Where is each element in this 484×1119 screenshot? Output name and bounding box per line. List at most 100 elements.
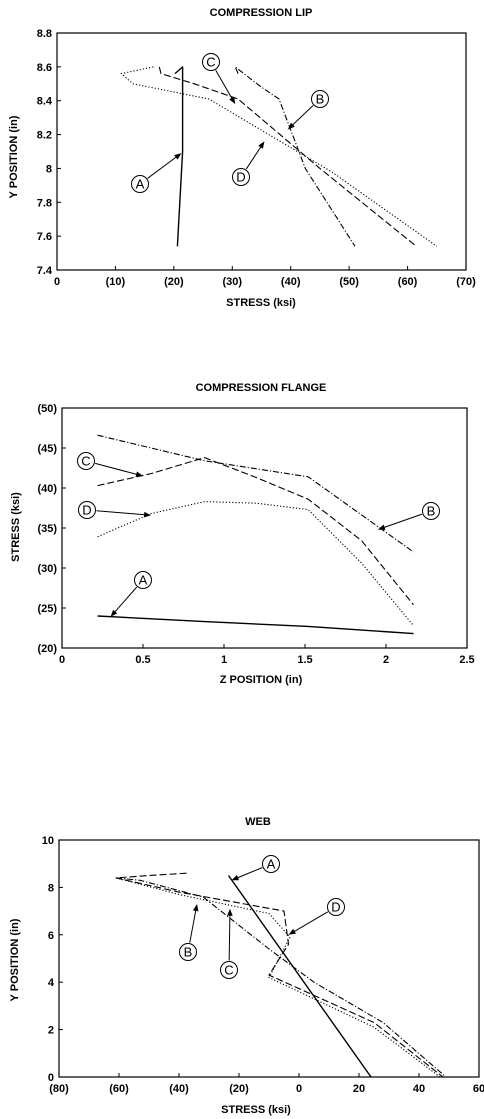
x-tick-label: (20) <box>164 276 184 288</box>
y-tick-label: 4 <box>48 977 55 989</box>
series-line-c <box>97 457 414 606</box>
y-tick-label: 7.4 <box>37 265 53 277</box>
x-tick-label: (30) <box>223 276 243 288</box>
annotation-arrow-head <box>174 153 182 160</box>
series-line-d <box>120 66 438 247</box>
y-tick-label: (45) <box>37 443 57 455</box>
series-line-a <box>97 615 414 635</box>
annotation-label: D <box>236 170 245 185</box>
annotation-label: A <box>136 177 145 192</box>
y-tick-label: 6 <box>48 930 54 942</box>
annotation-arrow-shaft <box>383 513 423 529</box>
annotation-arrow-head <box>258 141 265 149</box>
x-tick-label: (70) <box>456 276 476 288</box>
annotation-label: B <box>316 92 325 107</box>
y-tick-label: (35) <box>37 523 57 535</box>
annotation-label: B <box>184 945 193 960</box>
annotation-circle <box>232 168 250 186</box>
annotation-a: A <box>110 571 152 617</box>
annotation-arrow-head <box>287 122 295 130</box>
annotation-arrow-head <box>229 96 236 105</box>
x-tick-label: (50) <box>339 276 359 288</box>
annotation-b: B <box>287 90 329 130</box>
chart-title: WEB <box>245 816 271 828</box>
annotation-label: A <box>139 573 148 588</box>
chart-compression-flange: COMPRESSION FLANGE STRESS (ksi) Z POSITI… <box>10 382 475 686</box>
annotation-arrow-shaft <box>215 69 233 100</box>
y-tick-label: 8 <box>46 163 52 175</box>
y-tick-label: 0 <box>48 1072 54 1084</box>
x-tick-label: (60) <box>398 276 418 288</box>
series-line-b <box>115 877 447 1078</box>
annotation-arrow-shaft <box>228 914 231 961</box>
annotation-c: C <box>220 908 238 979</box>
x-tick-label: 20 <box>353 1083 365 1095</box>
x-tick-label: (10) <box>106 276 126 288</box>
plot-frame <box>61 407 468 649</box>
annotation-circle <box>179 943 197 961</box>
y-tick-label: 8.6 <box>37 62 52 74</box>
annotation-a: A <box>231 855 280 881</box>
y-tick-label: 7.8 <box>37 197 52 209</box>
annotation-circle <box>422 502 440 520</box>
annotation-arrow-shaft <box>114 586 138 613</box>
x-tick-label: 1 <box>221 654 227 666</box>
x-tick-label: (40) <box>169 1083 189 1095</box>
x-tick-label: 0 <box>296 1083 302 1095</box>
annotation-arrow-shaft <box>245 146 262 170</box>
annotation-c: C <box>202 53 236 105</box>
plot-frame <box>58 839 480 1078</box>
annotation-circle <box>202 53 220 71</box>
y-tick-label: (20) <box>37 643 57 655</box>
y-axis-label: STRESS (ksi) <box>10 492 22 562</box>
annotation-arrow-shaft <box>236 867 263 879</box>
annotation-a: A <box>131 153 182 193</box>
annotation-circle <box>311 90 329 108</box>
x-tick-label: (60) <box>109 1083 129 1095</box>
y-tick-label: (40) <box>37 483 57 495</box>
annotation-arrow-head <box>231 875 240 881</box>
annotation-label: C <box>81 454 90 469</box>
chart-title: COMPRESSION LIP <box>210 7 313 19</box>
y-tick-label: (25) <box>37 603 57 615</box>
x-tick-label: 0.5 <box>135 654 150 666</box>
y-tick-label: 8 <box>48 882 54 894</box>
y-tick-label: (30) <box>37 563 57 575</box>
x-axis-label: STRESS (ksi) <box>226 297 296 309</box>
annotation-b: B <box>377 502 440 530</box>
annotation-arrow-shaft <box>189 909 197 943</box>
annotation-arrow-shaft <box>291 105 314 126</box>
plot-frame <box>56 32 467 271</box>
annotation-circle <box>134 571 152 589</box>
y-axis-label: Y POSITION (in) <box>8 115 20 198</box>
annotation-label: D <box>82 503 91 518</box>
annotation-arrow-head <box>110 609 118 617</box>
y-axis-label: Y POSITION (in) <box>9 918 21 1001</box>
series-line-a <box>227 875 372 1078</box>
x-tick-label: 1.5 <box>297 654 312 666</box>
y-tick-label: 8.8 <box>37 28 52 40</box>
annotation-arrow-head <box>143 511 152 518</box>
annotation-c: C <box>77 452 143 477</box>
annotation-circle <box>77 452 95 470</box>
chart-title: COMPRESSION FLANGE <box>196 382 327 394</box>
y-tick-label: 10 <box>42 835 54 847</box>
x-tick-label: 0 <box>59 654 65 666</box>
x-tick-label: 60 <box>473 1083 484 1095</box>
annotation-d: D <box>288 898 345 935</box>
series-line-b <box>97 434 414 553</box>
annotation-arrow-shaft <box>95 462 138 475</box>
series-line-d <box>97 501 414 626</box>
y-tick-label: 7.6 <box>37 231 52 243</box>
chart-web: WEB Y POSITION (in) STRESS (ksi) (80) (60… <box>9 816 484 1116</box>
annotation-d: D <box>232 141 265 186</box>
y-tick-label: (50) <box>37 403 57 415</box>
y-tick-label: 8.2 <box>37 130 52 142</box>
x-tick-label: 2 <box>383 654 389 666</box>
annotation-label: D <box>331 900 340 915</box>
x-tick-label: (80) <box>49 1083 69 1095</box>
chart-compression-lip: COMPRESSION LIP Y POSITION (in) STRESS (… <box>8 7 476 309</box>
series-line-a <box>174 66 184 247</box>
x-axis-label: STRESS (ksi) <box>221 1104 291 1116</box>
annotation-arrow-head <box>288 928 296 935</box>
